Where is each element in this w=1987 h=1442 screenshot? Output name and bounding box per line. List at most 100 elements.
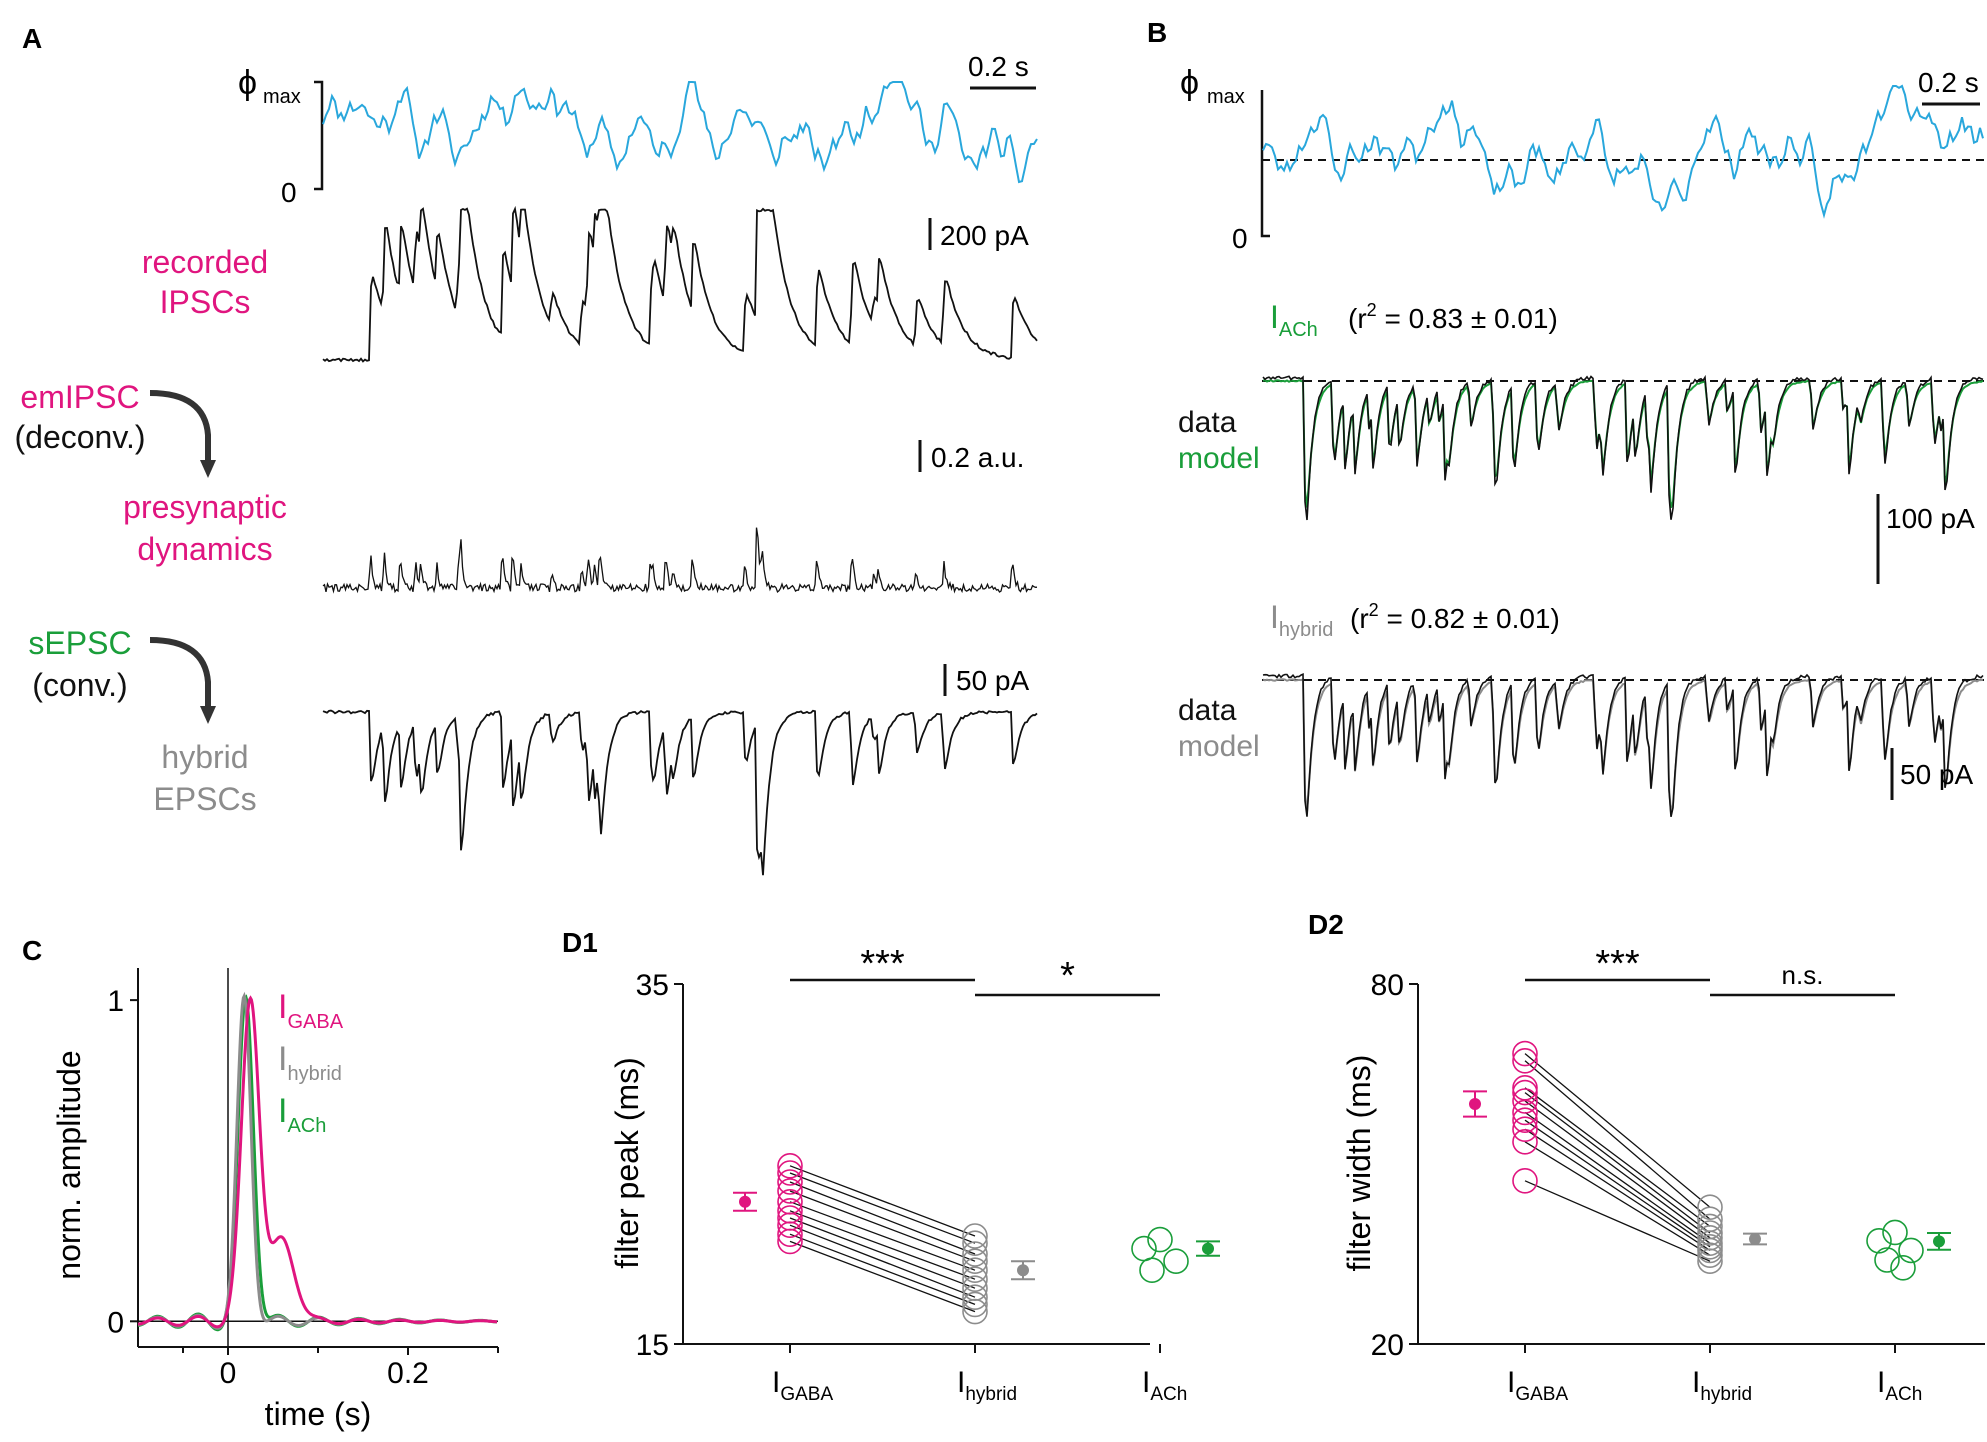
paired-line — [1524, 1100, 1711, 1239]
paired-line — [789, 1201, 976, 1271]
panel-a-hybrid-epsc-trace — [322, 709, 1038, 876]
panel-b-hyb-data-trace — [1262, 672, 1984, 817]
flow-emipsc: emIPSC — [20, 379, 139, 415]
paired-line — [789, 1233, 976, 1306]
gaba-point — [777, 1228, 803, 1255]
gaba-point — [1512, 1079, 1538, 1106]
panel-d2-plot: 20 80 IGABA Ihybrid IACh *** n.s. — [1371, 943, 1985, 1405]
gaba-point — [777, 1212, 803, 1238]
hybrid-point — [962, 1257, 988, 1283]
panel-a-zero-label: 0 — [281, 177, 297, 208]
panel-c-label: C — [22, 935, 42, 966]
panel-c-legend-ach: IACh — [278, 1092, 326, 1137]
hybrid-point — [1697, 1248, 1723, 1274]
paired-line — [789, 1181, 976, 1255]
panel-b-ach-title: IACh — [1270, 299, 1318, 341]
gaba-point — [1512, 1129, 1538, 1155]
sig-label-left: *** — [1595, 943, 1640, 985]
ach-mean-point — [1202, 1242, 1214, 1255]
flow-arrow-1-head — [200, 460, 216, 478]
ach-point — [1866, 1228, 1892, 1254]
panel-b: B ϕ max 0 0.2 s IACh (r2 = 0.83 ± 0.01) … — [1147, 17, 1985, 817]
panel-d1-label: D1 — [562, 927, 598, 958]
panel-b-hyb-data-label: data — [1178, 694, 1237, 727]
ach-point — [1898, 1237, 1924, 1264]
sig-label-right: n.s. — [1782, 960, 1824, 990]
flow-conv: (conv.) — [32, 667, 127, 703]
hybrid-point — [1697, 1194, 1723, 1220]
hybrid-point — [962, 1230, 988, 1256]
xtick-label: IACh — [1142, 1366, 1187, 1405]
paired-line — [789, 1172, 976, 1244]
ach-point — [1882, 1219, 1908, 1246]
flow-recorded-1: recorded — [142, 244, 268, 280]
panel-a-au-scale-label: 0.2 a.u. — [931, 442, 1024, 473]
flow-hybrid-1: hybrid — [161, 739, 248, 775]
hybrid-point — [962, 1223, 988, 1249]
gaba-point — [1512, 1116, 1538, 1142]
panel-c-ytick-label: 0 — [107, 1306, 124, 1339]
panel-d2-label: D2 — [1308, 909, 1344, 940]
panel-c: C 010 0.2 norm. amplitude time (s) IGABA … — [22, 935, 499, 1432]
paired-line — [1524, 1053, 1711, 1208]
hybrid-point — [962, 1291, 988, 1318]
panel-d1: D1 filter peak (ms) 15 35 IGABA Ihybrid IACh… — [562, 927, 1220, 1405]
flow-recorded-2: IPSCs — [160, 284, 251, 320]
panel-b-hyb-scale-label: 50 pA — [1900, 759, 1973, 790]
panel-c-legend-hybrid: Ihybrid — [278, 1040, 342, 1085]
panel-c-xlabel: time (s) — [265, 1396, 372, 1432]
hybrid-point — [962, 1248, 988, 1274]
gaba-point — [1512, 1040, 1538, 1067]
flow-arrow-1 — [149, 390, 211, 462]
xtick-label: Ihybrid — [957, 1366, 1017, 1405]
panel-b-time-scale-label: 0.2 s — [1918, 67, 1979, 98]
gaba-mean-point — [1469, 1098, 1481, 1110]
panel-b-ach-data-label: data — [1178, 406, 1237, 439]
panel-c-xtick-label: 0 — [220, 1357, 237, 1390]
panel-a-ipsc-scale-label: 200 pA — [940, 220, 1029, 251]
ach-point — [1139, 1257, 1165, 1283]
panel-b-phi-axis — [1260, 90, 1270, 238]
gaba-point — [777, 1221, 803, 1247]
panel-a-phi-trace — [322, 81, 1038, 184]
gaba-point — [777, 1160, 803, 1186]
gaba-point — [1512, 1099, 1538, 1126]
hybrid-point — [962, 1241, 988, 1267]
ach-point — [1163, 1248, 1189, 1274]
panel-b-hyb-model-label: model — [1178, 730, 1260, 763]
flow-presynaptic-2: dynamics — [137, 531, 272, 567]
sig-label-right: * — [1060, 955, 1075, 997]
panel-b-ach-r2: (r2 = 0.83 ± 0.01) — [1348, 300, 1558, 334]
ytick-label: 15 — [636, 1329, 669, 1362]
panel-b-phi-label: ϕ — [1180, 64, 1199, 102]
ach-point — [1147, 1226, 1173, 1253]
hybrid-mean-point — [1749, 1233, 1761, 1245]
hybrid-point — [962, 1266, 988, 1292]
xtick-label: Ihybrid — [1692, 1366, 1752, 1405]
panel-d2: D2 filter width (ms) 20 80 IGABA Ihybrid IAC… — [1308, 909, 1985, 1405]
panel-a-time-scale-label: 0.2 s — [968, 51, 1029, 82]
panel-c-xtick-label: 0.2 — [387, 1357, 429, 1390]
panel-d1-ylabel: filter peak (ms) — [609, 1057, 645, 1269]
gaba-mean-point — [739, 1195, 751, 1208]
hybrid-mean-point — [1017, 1264, 1029, 1277]
ach-point — [1890, 1255, 1916, 1281]
panel-c-legend-gaba: IGABA — [278, 988, 344, 1033]
panel-b-ach-model-trace — [1262, 379, 1984, 509]
panel-a-phi-axis — [314, 80, 324, 191]
panel-b-ach-data-trace — [1262, 374, 1984, 521]
panel-d2-ylabel: filter width (ms) — [1341, 1055, 1377, 1272]
gaba-point — [1512, 1048, 1538, 1074]
xtick-label: IGABA — [772, 1366, 833, 1405]
panel-b-hyb-r2: (r2 = 0.82 ± 0.01) — [1350, 600, 1560, 634]
panel-b-hyb-title: Ihybrid — [1270, 599, 1333, 641]
xtick-label: IACh — [1877, 1366, 1922, 1405]
ytick-label: 80 — [1371, 969, 1404, 1002]
paired-line — [1524, 1128, 1711, 1251]
gaba-point — [777, 1178, 803, 1204]
paired-line — [789, 1224, 976, 1298]
panel-c-ylabel: norm. amplitude — [51, 1050, 87, 1279]
hybrid-point — [1697, 1220, 1723, 1246]
panel-a-label: A — [22, 23, 42, 54]
